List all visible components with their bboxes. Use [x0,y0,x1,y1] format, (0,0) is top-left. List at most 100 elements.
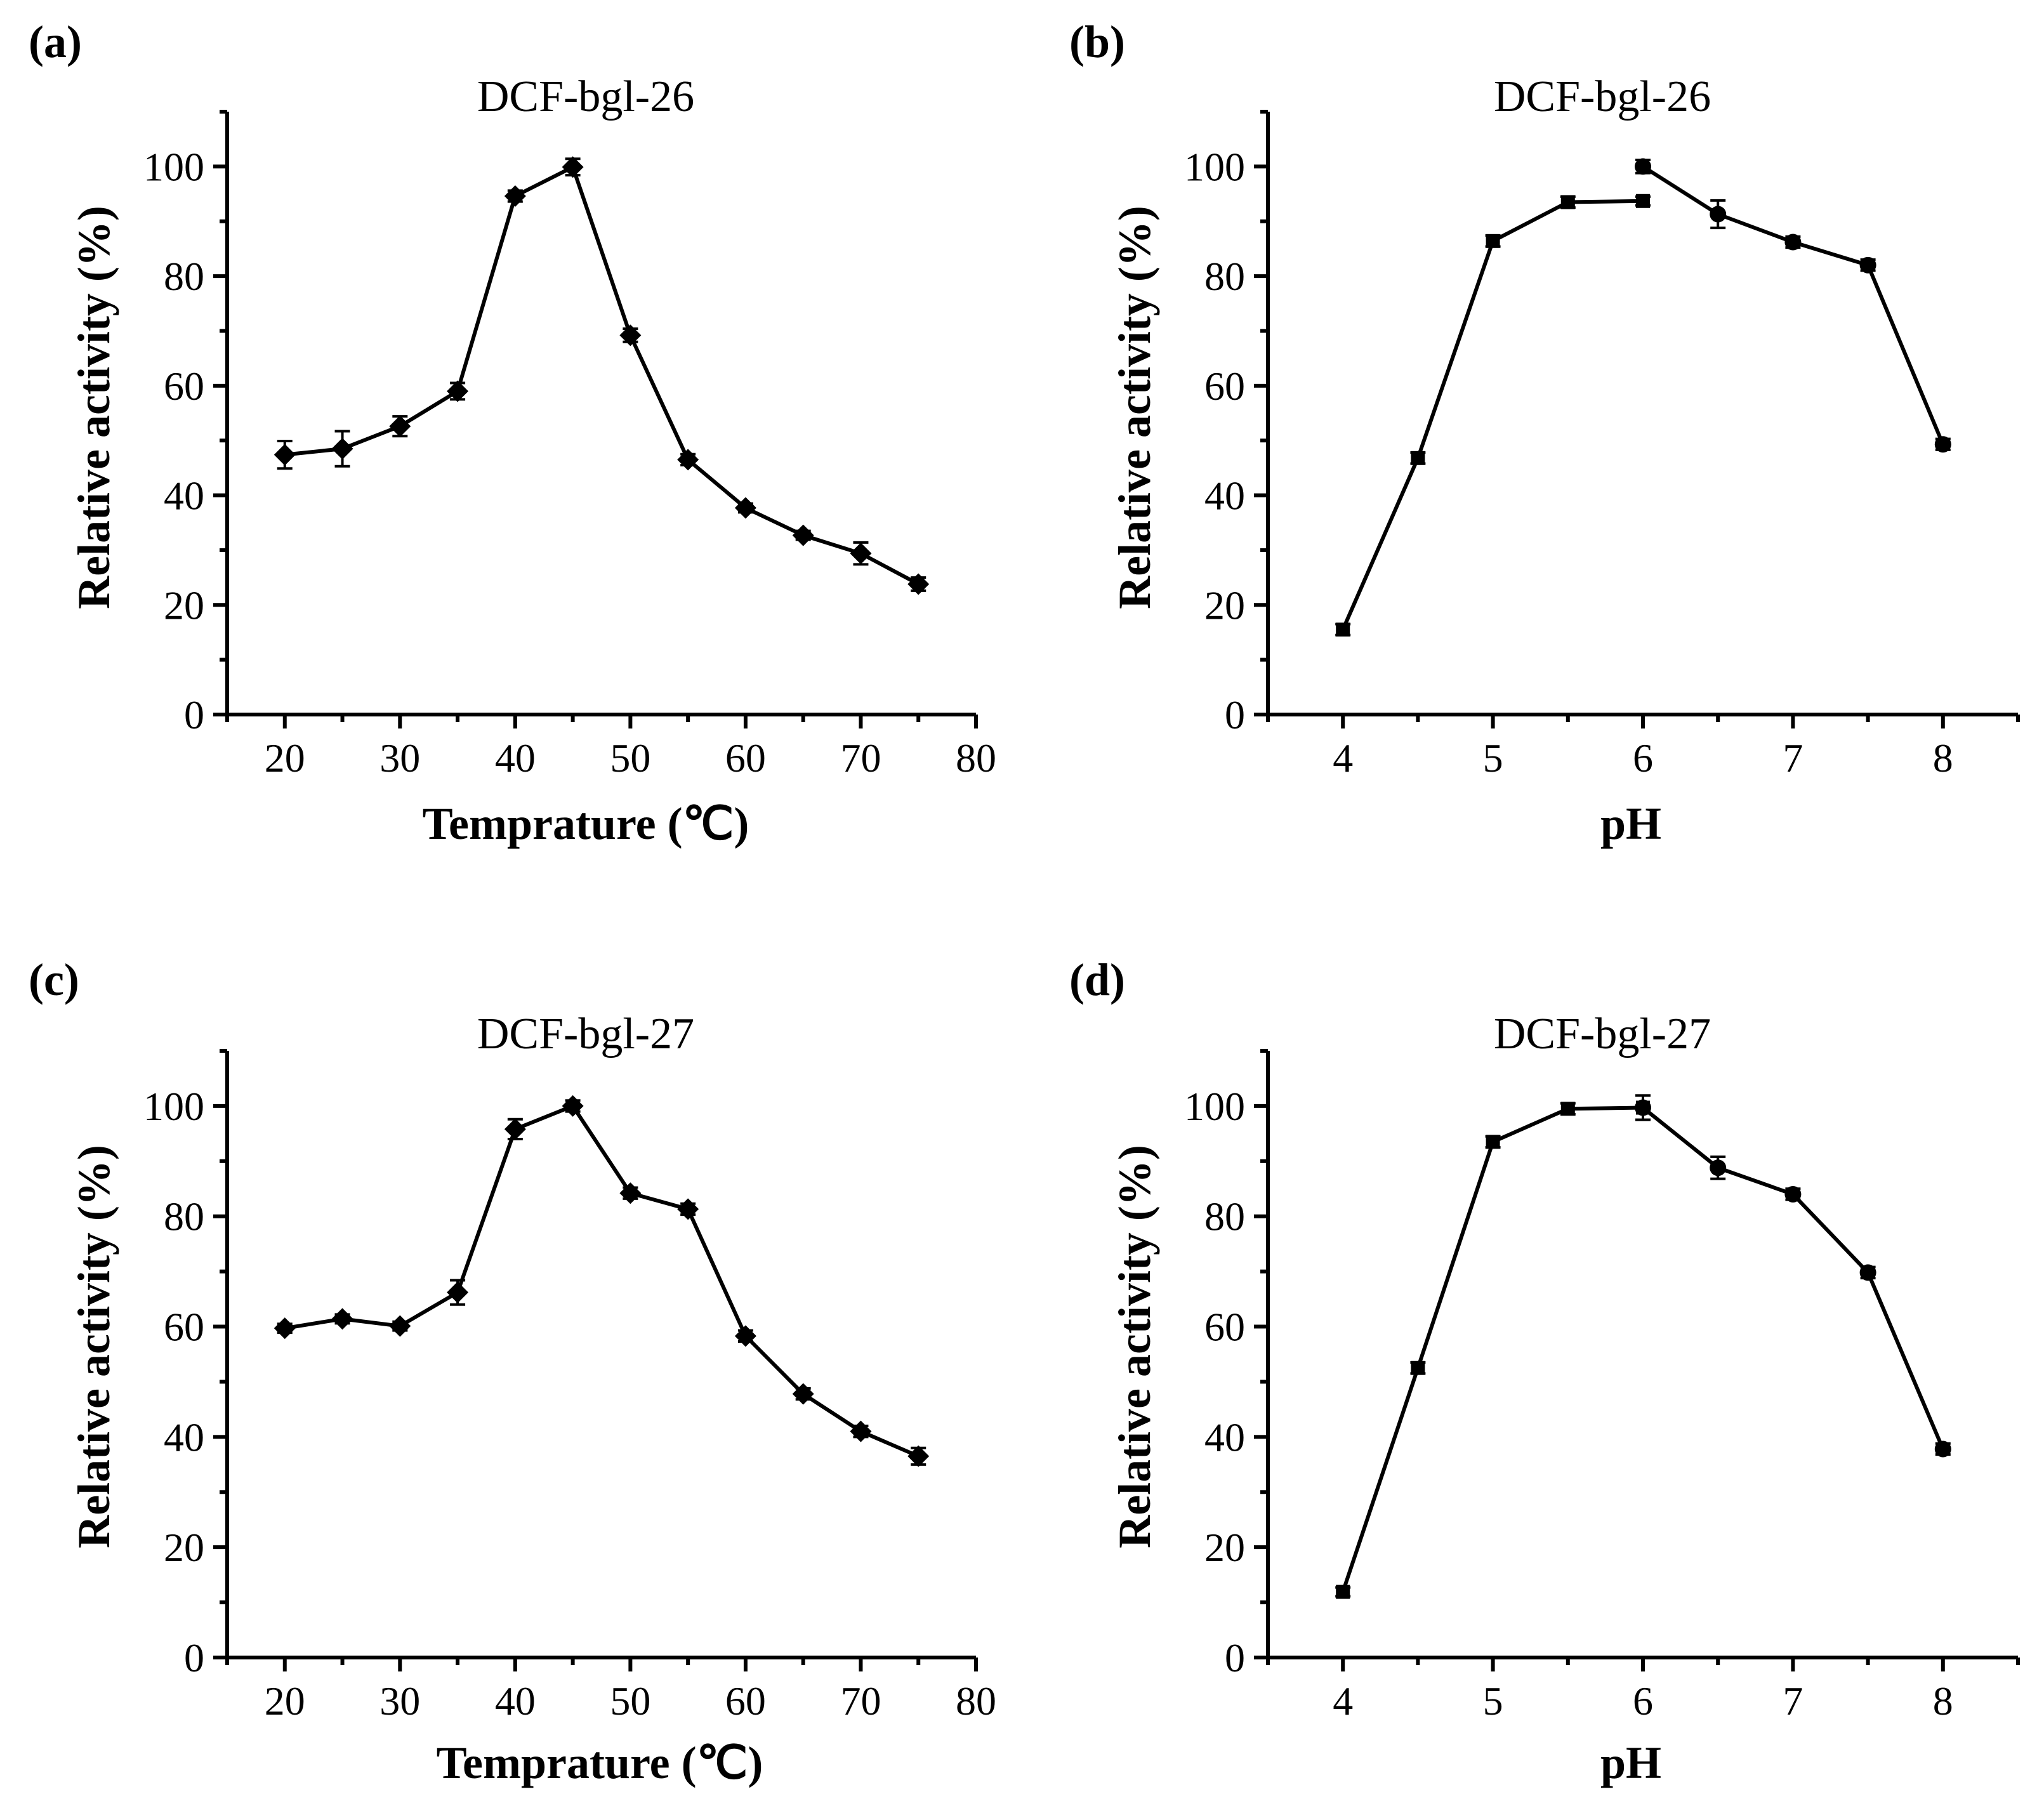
data-point-marker [850,1420,872,1442]
data-point-marker [907,1445,930,1467]
x-tick-label: 70 [840,1678,881,1724]
data-point-marker [1560,195,1575,209]
data-point-marker [562,156,584,178]
y-axis-label: Relative activity (%) [1109,206,1160,609]
y-axis-label: Relative activity (%) [69,206,119,609]
y-tick-label: 80 [164,1194,204,1239]
panel-a: (a) DCF-bgl-26 Relative activity (%) Tem… [29,16,996,849]
x-tick-label: 60 [725,735,766,781]
chart-title: DCF-bgl-26 [1494,72,1711,121]
data-point-marker [1859,1264,1876,1281]
data-point-marker [677,449,699,471]
y-axis-label: Relative activity (%) [69,1145,119,1548]
chart-title: DCF-bgl-27 [1494,1010,1711,1058]
data-point-marker [1560,1102,1575,1116]
y-tick-label: 100 [143,144,204,189]
y-tick-label: 100 [1184,1084,1245,1129]
data-point-marker [1784,1185,1802,1203]
y-tick-label: 80 [1204,1194,1245,1239]
data-point-marker [1710,206,1727,223]
y-tick-label: 60 [164,364,204,409]
data-point-marker [792,1383,814,1405]
x-tick-label: 20 [265,1678,305,1724]
data-point-marker [389,415,411,437]
data-point-marker [1486,234,1500,248]
plot-area: 0 20 40 60 80 100 4 5 6 7 8 [1184,110,2020,781]
data-point-marker [619,1182,642,1204]
data-point-marker [504,185,526,207]
series-line [1642,1106,1945,1450]
y-tick-label: 20 [164,1525,204,1570]
data-point-marker [1636,194,1650,208]
x-axis-label: pH [1600,1737,1661,1788]
data-point-marker [1635,158,1651,175]
data-point-marker [1336,623,1350,637]
panel-b: (b) DCF-bgl-26 Relative activity (%) pH … [1069,16,2020,849]
y-tick-label: 40 [1204,1414,1245,1460]
panel-c: (c) DCF-bgl-27 Relative activity (%) Tem… [29,954,996,1788]
series-line [1642,164,1945,445]
data-point-marker [331,1308,353,1330]
data-point-marker [1411,1361,1425,1375]
data-point-marker [447,380,469,402]
data-point-marker [331,438,353,460]
y-tick-label: 20 [1204,1525,1245,1570]
data-point-marker [504,1118,526,1140]
panel-label: (c) [29,954,79,1005]
series-line [284,165,920,586]
x-tick-label: 40 [495,1678,536,1724]
x-axis-label: Temprature (℃) [423,798,749,849]
y-tick-label: 60 [1204,364,1245,409]
data-point-marker [1336,1585,1350,1599]
x-tick-label: 8 [1933,735,1953,781]
x-tick-label: 7 [1783,1678,1803,1724]
x-tick-label: 5 [1483,735,1503,781]
chart-title: DCF-bgl-26 [477,72,694,121]
x-tick-label: 5 [1483,1678,1503,1724]
y-tick-label: 20 [1204,583,1245,628]
x-tick-label: 4 [1333,1678,1353,1724]
data-point-marker [1710,1159,1727,1177]
x-tick-label: 70 [840,735,881,781]
data-point-marker [1486,1135,1500,1149]
panel-label: (d) [1069,954,1125,1005]
x-tick-label: 50 [610,735,650,781]
data-point-marker [619,324,642,346]
x-tick-label: 50 [610,1678,650,1724]
x-tick-label: 7 [1783,735,1803,781]
x-tick-label: 30 [379,735,420,781]
panel-label: (a) [29,16,82,67]
data-point-marker [1859,256,1876,274]
data-point-marker [1635,1099,1651,1116]
plot-area: 0 20 40 60 80 100 20 30 40 50 60 70 80 [143,1049,996,1724]
data-point-marker [677,1198,699,1220]
y-tick-label: 60 [164,1305,204,1350]
series-line [1341,1105,1644,1593]
data-point-marker [1784,234,1802,251]
x-tick-label: 6 [1633,735,1653,781]
y-tick-label: 40 [1204,473,1245,518]
data-point-marker [274,444,296,466]
data-point-marker [850,543,872,565]
data-point-marker [792,524,814,546]
y-tick-label: 0 [184,1635,204,1680]
y-tick-label: 40 [164,1414,204,1460]
y-tick-label: 40 [164,473,204,518]
x-axis-label: pH [1600,798,1661,849]
panel-d: (d) DCF-bgl-27 Relative activity (%) pH … [1069,954,2020,1788]
y-tick-label: 60 [1204,1305,1245,1350]
data-point-marker [1934,436,1951,453]
x-tick-label: 20 [265,735,305,781]
panel-label: (b) [1069,16,1125,67]
y-tick-label: 0 [1225,1635,1245,1680]
x-tick-label: 40 [495,735,536,781]
data-point-marker [1934,1440,1951,1458]
x-tick-label: 80 [956,1678,996,1724]
x-tick-label: 6 [1633,1678,1653,1724]
y-tick-label: 0 [184,692,204,737]
y-axis-label: Relative activity (%) [1109,1145,1160,1548]
y-tick-label: 20 [164,583,204,628]
data-point-marker [734,1325,756,1347]
y-tick-label: 80 [1204,254,1245,299]
